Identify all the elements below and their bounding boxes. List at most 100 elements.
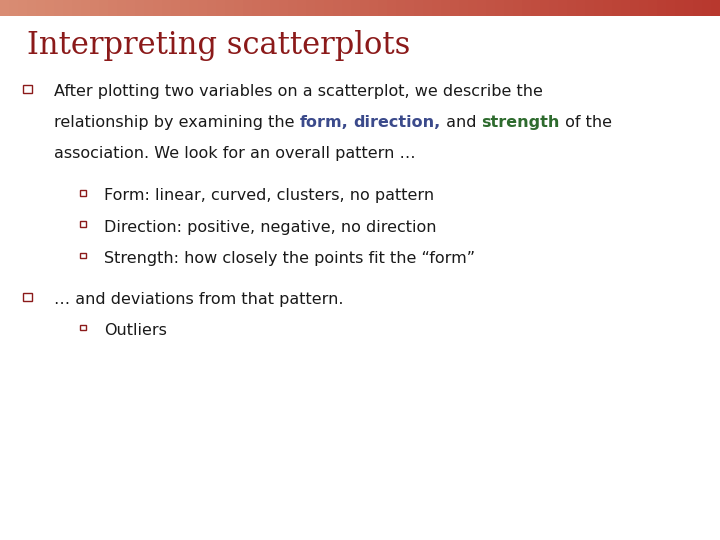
Bar — [79, 325, 86, 330]
Bar — [522, 0, 532, 16]
Bar — [711, 0, 720, 16]
Bar — [324, 0, 334, 16]
Bar — [18, 0, 29, 16]
Bar — [261, 0, 271, 16]
Bar — [63, 0, 73, 16]
Bar — [27, 0, 37, 16]
Text: Direction: positive, negative, no direction: Direction: positive, negative, no direct… — [104, 220, 437, 235]
Bar — [504, 0, 514, 16]
Bar — [297, 0, 307, 16]
Bar — [79, 190, 86, 195]
Text: form,: form, — [300, 115, 348, 130]
Bar — [23, 293, 32, 301]
Bar — [45, 0, 55, 16]
Bar — [108, 0, 119, 16]
Bar — [594, 0, 604, 16]
Bar — [36, 0, 46, 16]
Text: association. We look for an overall pattern …: association. We look for an overall patt… — [54, 146, 415, 161]
Bar — [135, 0, 145, 16]
Text: direction,: direction, — [354, 115, 441, 130]
Text: … and deviations from that pattern.: … and deviations from that pattern. — [54, 292, 343, 307]
Bar — [126, 0, 137, 16]
Bar — [315, 0, 325, 16]
Bar — [198, 0, 209, 16]
Text: relationship by examining the: relationship by examining the — [54, 115, 300, 130]
Bar — [396, 0, 407, 16]
Text: and: and — [441, 115, 482, 130]
Bar — [693, 0, 703, 16]
Bar — [567, 0, 577, 16]
Bar — [81, 0, 91, 16]
Text: Outliers: Outliers — [104, 323, 167, 338]
Bar — [621, 0, 631, 16]
Bar — [288, 0, 299, 16]
Bar — [387, 0, 397, 16]
Bar — [225, 0, 235, 16]
Bar — [423, 0, 433, 16]
Bar — [243, 0, 253, 16]
Bar — [54, 0, 65, 16]
Bar — [216, 0, 226, 16]
Text: Strength: how closely the points fit the “form”: Strength: how closely the points fit the… — [104, 251, 475, 266]
Bar — [648, 0, 658, 16]
Bar — [558, 0, 569, 16]
Bar — [360, 0, 370, 16]
Bar — [189, 0, 199, 16]
Bar — [603, 0, 613, 16]
Bar — [207, 0, 217, 16]
Bar — [333, 0, 343, 16]
Bar — [549, 0, 559, 16]
Bar — [342, 0, 353, 16]
Bar — [144, 0, 154, 16]
Bar — [612, 0, 622, 16]
Bar — [675, 0, 685, 16]
Bar — [486, 0, 497, 16]
Bar — [702, 0, 712, 16]
Bar — [171, 0, 181, 16]
Bar — [99, 0, 109, 16]
Bar — [630, 0, 641, 16]
Bar — [684, 0, 694, 16]
Bar — [477, 0, 487, 16]
Bar — [531, 0, 541, 16]
Text: of the: of the — [559, 115, 612, 130]
Bar — [369, 0, 379, 16]
Bar — [405, 0, 415, 16]
Bar — [441, 0, 451, 16]
Bar — [117, 0, 127, 16]
Bar — [351, 0, 361, 16]
Bar — [585, 0, 595, 16]
Bar — [657, 0, 667, 16]
Bar — [90, 0, 101, 16]
Bar — [23, 85, 32, 93]
Bar — [72, 0, 82, 16]
Bar — [180, 0, 190, 16]
Bar — [252, 0, 262, 16]
Text: Form: linear, curved, clusters, no pattern: Form: linear, curved, clusters, no patte… — [104, 188, 435, 204]
Bar — [9, 0, 19, 16]
Bar — [162, 0, 173, 16]
Bar — [279, 0, 289, 16]
Text: Interpreting scatterplots: Interpreting scatterplots — [27, 30, 410, 60]
Bar — [459, 0, 469, 16]
Bar — [306, 0, 317, 16]
Bar — [234, 0, 245, 16]
Bar — [495, 0, 505, 16]
Text: strength: strength — [482, 115, 559, 130]
Bar — [666, 0, 677, 16]
Text: After plotting two variables on a scatterplot, we describe the: After plotting two variables on a scatte… — [54, 84, 543, 99]
Bar — [378, 0, 389, 16]
Bar — [270, 0, 281, 16]
Bar — [0, 0, 11, 16]
Bar — [79, 253, 86, 258]
Bar — [414, 0, 424, 16]
Bar — [513, 0, 523, 16]
Bar — [639, 0, 649, 16]
Bar — [576, 0, 586, 16]
Bar — [450, 0, 461, 16]
Bar — [79, 221, 86, 227]
Bar — [153, 0, 163, 16]
Bar — [432, 0, 442, 16]
Bar — [468, 0, 478, 16]
Bar — [540, 0, 550, 16]
